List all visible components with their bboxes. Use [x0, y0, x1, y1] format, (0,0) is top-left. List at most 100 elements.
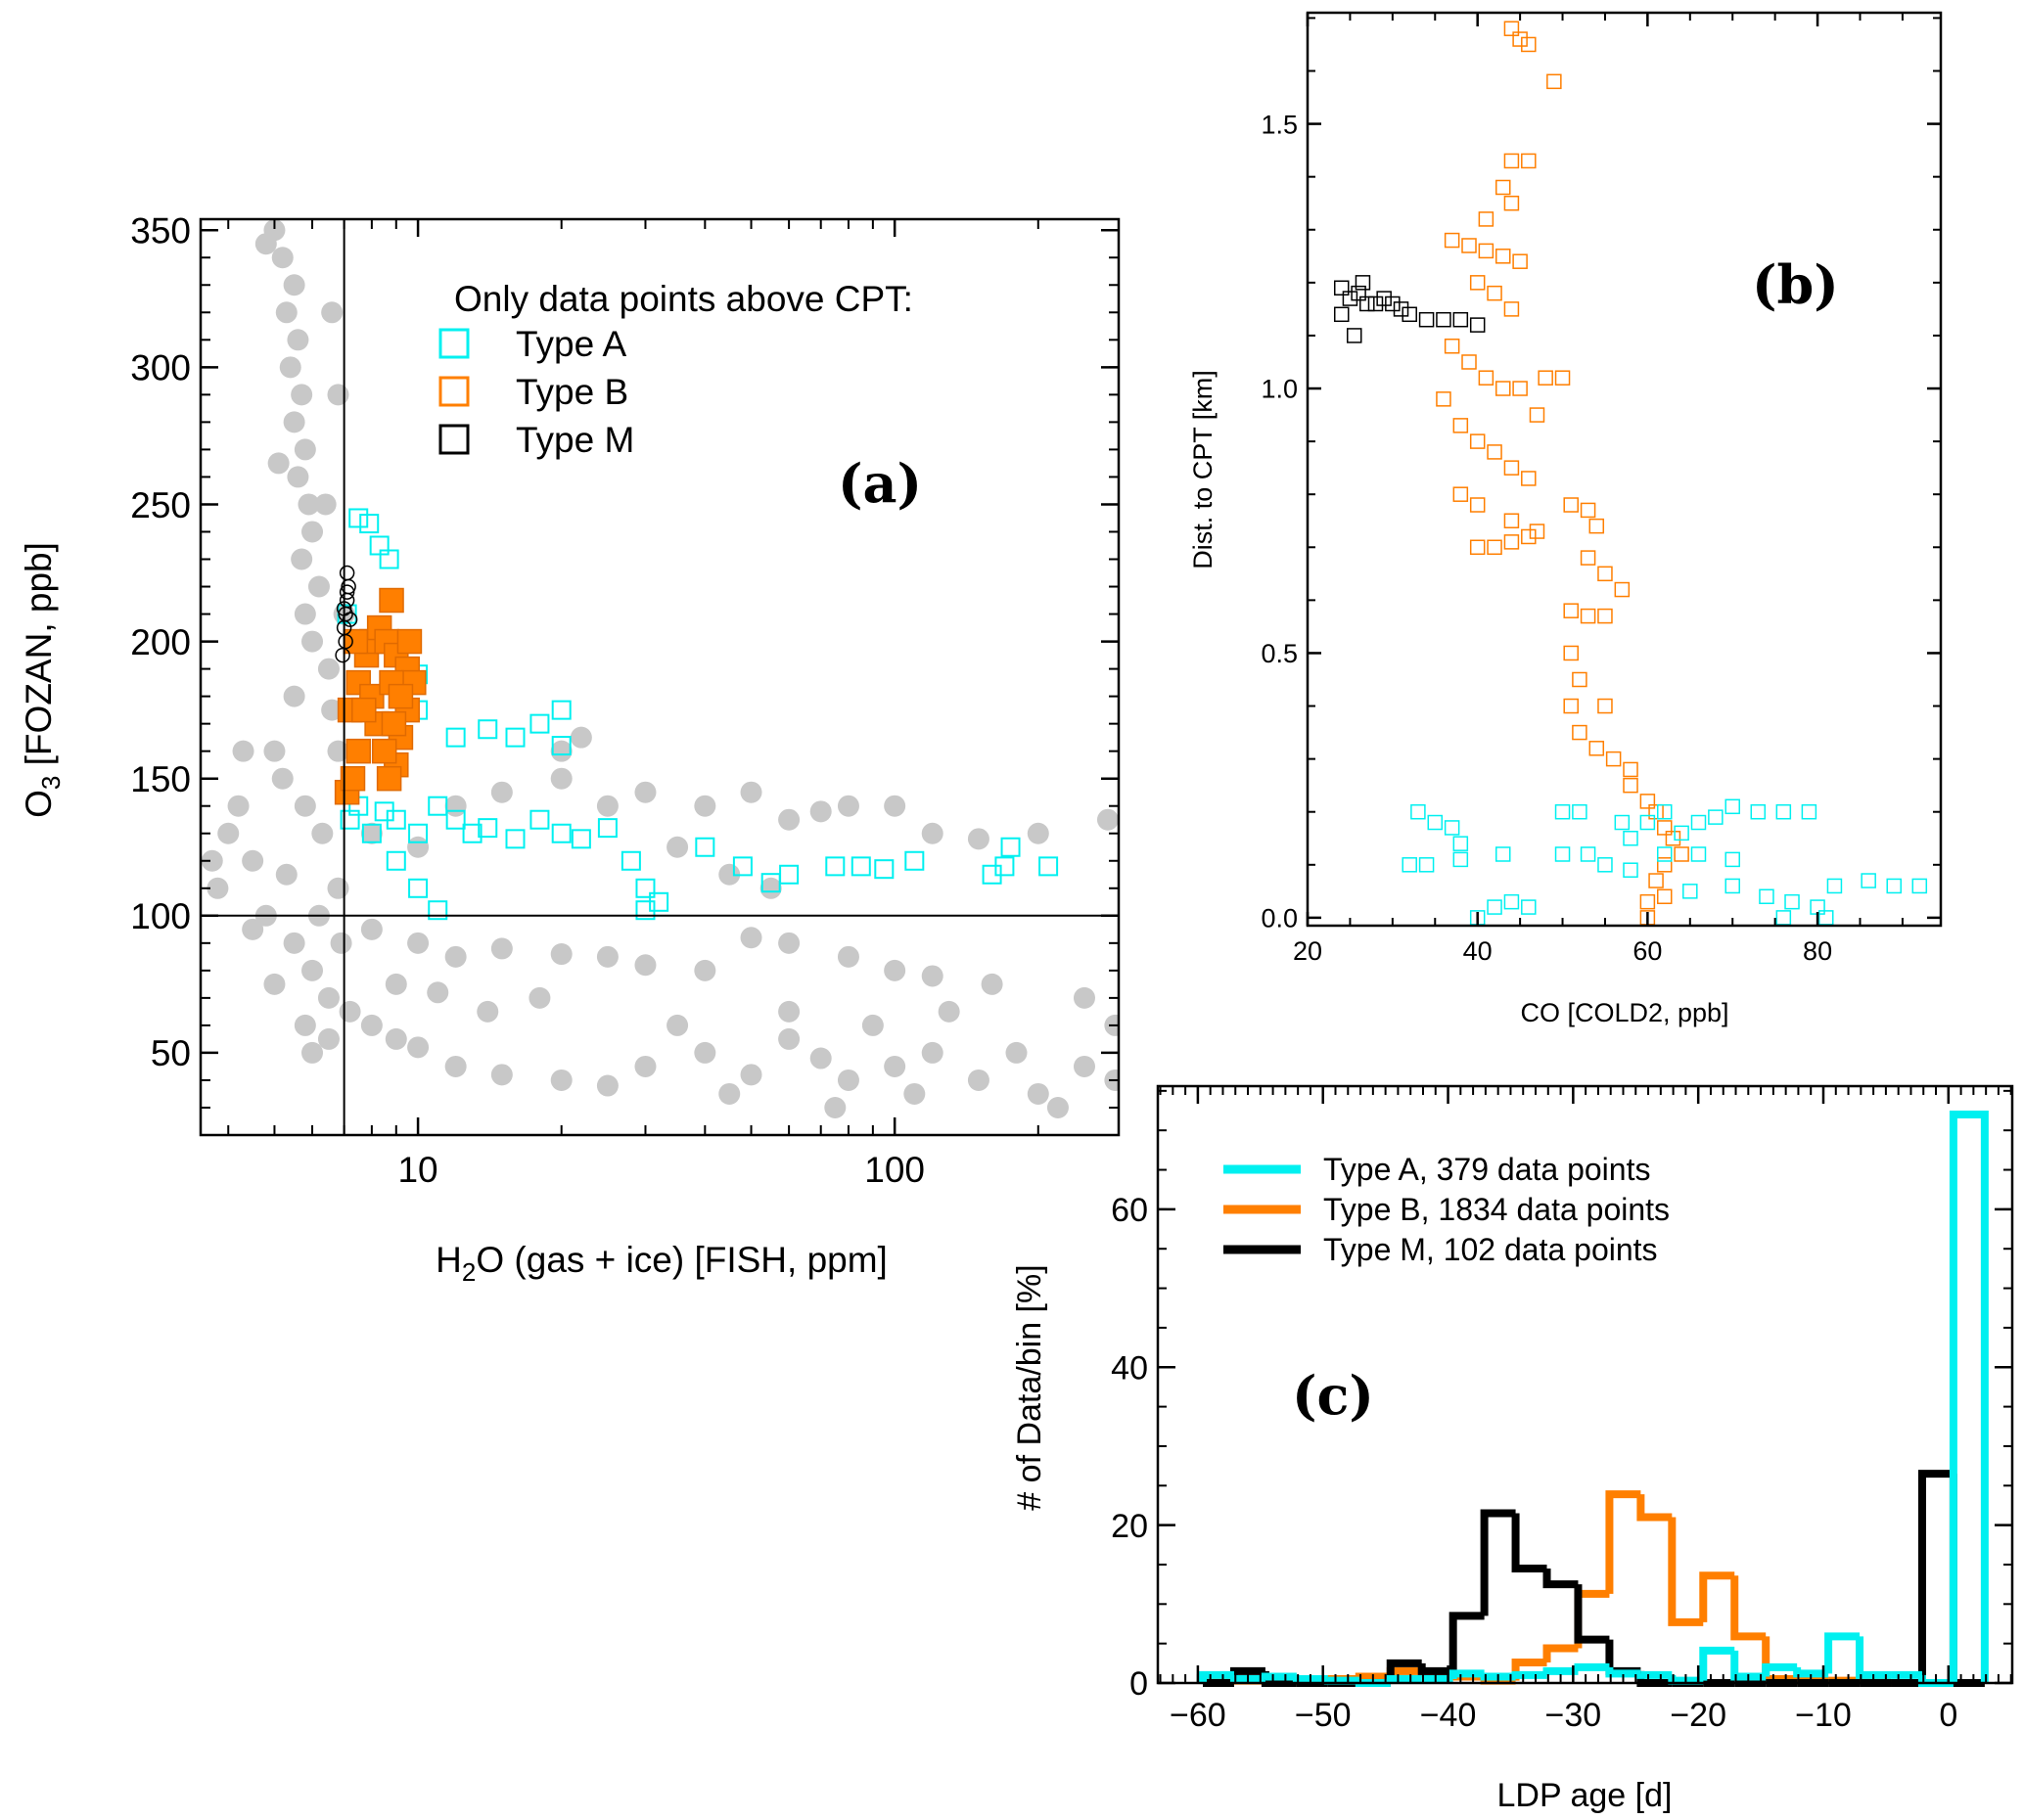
- histogram-bin-type-b: [1668, 1517, 1704, 1626]
- data-point-type-b: [1588, 518, 1605, 534]
- panel-c: −60 −50 −40 −30 −20 −10 0 0 20 40 60 Type A, 379 d…: [1011, 1084, 2014, 1814]
- y-tick-label: 150: [130, 759, 191, 799]
- y-tick-label: 20: [1111, 1508, 1148, 1545]
- histogram-bin-type-a: [1856, 1636, 1892, 1679]
- y-tick-label: 1.0: [1261, 375, 1298, 404]
- panel-c-x-axis-label: LDP age [d]: [1497, 1777, 1673, 1814]
- data-point-gray: [490, 781, 513, 803]
- histogram-bin-type-a: [1730, 1650, 1767, 1681]
- data-point-type-b: [1469, 433, 1486, 449]
- histogram-bin-type-b: [1762, 1636, 1798, 1683]
- data-point-gray: [740, 927, 762, 949]
- data-point-type-a: [1708, 809, 1724, 825]
- data-point-gray: [263, 973, 286, 995]
- data-point-type-a: [386, 809, 406, 830]
- data-point-type-b: [1648, 873, 1664, 888]
- data-point-gray: [407, 1036, 430, 1059]
- data-point-type-a: [1784, 893, 1800, 910]
- histogram-bin-type-a: [1511, 1670, 1547, 1679]
- data-point-gray: [778, 1000, 801, 1023]
- data-point-type-a: [732, 856, 753, 877]
- data-point-gray: [298, 493, 320, 516]
- data-point-type-b: [1605, 751, 1622, 767]
- data-point-gray: [307, 575, 330, 598]
- data-point-type-a: [1810, 899, 1825, 915]
- data-point-gray: [884, 795, 906, 817]
- plot-frame: [199, 217, 1121, 1137]
- plot-frame: [1306, 11, 1943, 928]
- data-point-type-m: [339, 565, 355, 581]
- data-point-gray: [294, 1014, 316, 1036]
- panel-c-y-axis-label: # of Data/bin [%]: [1011, 1264, 1048, 1510]
- data-point-type-m: [339, 584, 355, 600]
- data-point-type-b: [388, 683, 414, 709]
- histogram-bin-type-a: [1668, 1674, 1704, 1685]
- legend-label-type-a: Type A: [516, 324, 626, 364]
- data-point-type-a: [851, 856, 871, 877]
- data-point-type-a: [529, 809, 550, 830]
- data-point-type-a: [1521, 899, 1537, 915]
- x-tick-label: −40: [1420, 1697, 1477, 1734]
- data-point-gray: [634, 1055, 657, 1077]
- data-point-gray: [596, 1074, 619, 1097]
- data-point-gray: [634, 954, 657, 977]
- data-point-type-a: [445, 809, 466, 830]
- data-point-gray: [1073, 1055, 1095, 1077]
- histogram-bin-type-a: [1261, 1672, 1297, 1681]
- data-point-type-b: [1563, 497, 1579, 513]
- data-point-gray: [884, 959, 906, 981]
- data-point-type-b: [1563, 645, 1579, 661]
- x-tick-label: 0: [1939, 1697, 1957, 1734]
- data-point-type-a: [597, 818, 618, 839]
- data-point-type-a: [361, 823, 382, 843]
- data-point-type-b: [1563, 603, 1579, 618]
- data-point-type-b: [376, 765, 402, 792]
- data-point-type-a: [348, 508, 369, 528]
- data-point-type-a: [1554, 846, 1571, 862]
- data-point-type-a: [1657, 803, 1673, 820]
- data-point-type-a: [1861, 873, 1876, 888]
- data-point-type-b: [1494, 381, 1511, 396]
- data-point-type-b: [1461, 238, 1477, 253]
- data-point-gray: [921, 1041, 943, 1064]
- data-point-type-a: [1597, 857, 1613, 873]
- data-point-type-a: [1724, 798, 1740, 815]
- data-point-type-b: [1469, 497, 1486, 513]
- data-point-type-b: [1639, 794, 1656, 809]
- x-tick-label: 20: [1293, 936, 1322, 966]
- y-tick-label: 0: [1129, 1665, 1148, 1703]
- data-point-gray: [317, 658, 340, 680]
- data-point-gray: [1096, 808, 1119, 831]
- data-point-type-a: [1886, 878, 1902, 894]
- data-point-type-m: [342, 612, 358, 627]
- data-point-type-b: [379, 587, 404, 614]
- data-point-gray: [967, 1069, 989, 1091]
- data-point-gray: [903, 1082, 926, 1105]
- data-point-type-m: [1367, 296, 1384, 312]
- data-point-gray: [667, 836, 689, 858]
- histogram-bin-type-a: [1762, 1662, 1798, 1677]
- data-point-type-m: [1342, 291, 1358, 306]
- data-point-gray: [967, 828, 989, 850]
- histogram-bin-type-a: [1480, 1672, 1516, 1681]
- data-point-type-a: [571, 829, 591, 849]
- data-point-type-b: [1503, 301, 1520, 317]
- data-point-type-b: [351, 697, 377, 723]
- data-point-type-a: [445, 727, 466, 748]
- data-point-type-a: [779, 864, 800, 885]
- data-point-type-a: [874, 859, 895, 880]
- data-point-gray: [317, 1027, 340, 1050]
- x-tick-label: 10: [397, 1150, 437, 1190]
- data-point-type-b: [1503, 513, 1520, 528]
- legend-label-hist-type-b: Type B, 1834 data points: [1323, 1192, 1670, 1227]
- data-point-gray: [321, 699, 344, 721]
- data-point-type-a: [904, 850, 925, 871]
- y-tick-label: 0.5: [1261, 639, 1298, 668]
- legend-label-type-m: Type M: [516, 420, 634, 460]
- data-point-gray: [321, 301, 344, 324]
- data-point-gray: [837, 945, 859, 968]
- data-point-gray: [279, 356, 301, 379]
- data-point-gray: [667, 1014, 689, 1036]
- panel-b-axes: 20 40 60 80 0.0 0.5 1.0 1.5: [1261, 11, 1943, 966]
- data-point-gray: [1027, 822, 1049, 844]
